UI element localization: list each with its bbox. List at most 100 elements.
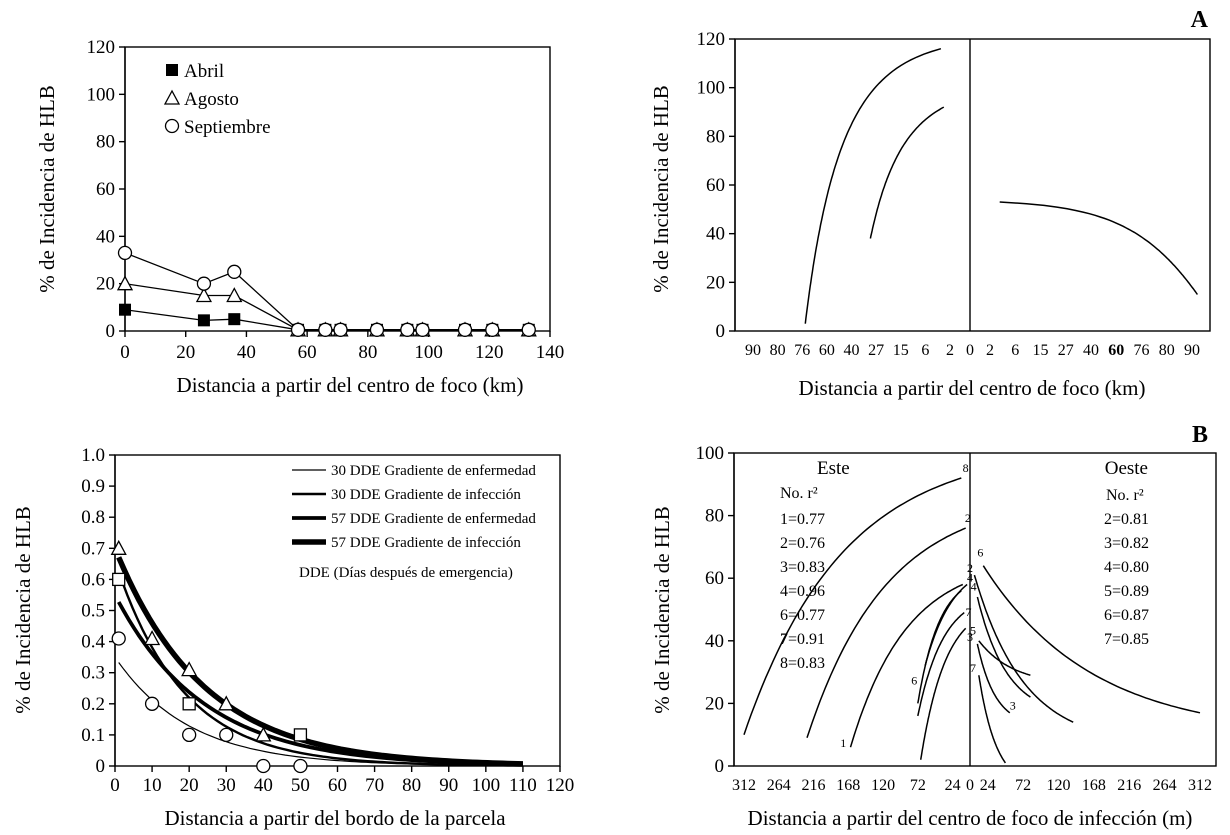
p3-y-axis-label: % de Incidencia de HLB — [11, 506, 35, 714]
panel-incidence-by-month: 0 20 40 60 80 100 120 0 20 40 60 80 100 120 140 Distanc… — [35, 37, 564, 397]
observed-point-triangle-open — [255, 726, 272, 742]
p2-x-tick-label: 6 — [1011, 342, 1019, 359]
p3-y-tick-label: 0.9 — [81, 476, 105, 497]
data-point-septiembre — [227, 264, 242, 279]
p1-x-tick-label: 0 — [120, 342, 130, 363]
p2-x-tick-label: 60 — [1108, 342, 1124, 359]
este-r2-header: No. r² — [780, 485, 818, 502]
data-point-septiembre — [369, 322, 385, 337]
p4-x-tick-label: 312 — [1188, 777, 1212, 794]
p4-y-tick-label: 60 — [705, 568, 724, 589]
este-r2-value: 8=0.83 — [780, 655, 825, 672]
legend-label-agosto: Agosto — [184, 89, 239, 110]
oeste-r2-value: 7=0.85 — [1104, 631, 1149, 648]
observed-point-triangle-open — [181, 661, 198, 677]
p1-y-tick-label: 100 — [87, 84, 116, 105]
oeste-curve — [976, 596, 1031, 698]
curve-number-label: 8 — [963, 461, 969, 475]
curve-number-label: 3 — [1010, 699, 1016, 713]
p4-x-tick-label: 72 — [910, 777, 926, 794]
oeste-r2-value: 2=0.81 — [1104, 511, 1149, 528]
este-curve — [917, 612, 965, 717]
curve-number-label: 4 — [967, 570, 973, 584]
este-r2-value: 3=0.83 — [780, 559, 825, 576]
p3-y-tick-label: 0.2 — [81, 694, 105, 715]
p4-x-axis-label: Distancia a partir del centro de foco de… — [748, 806, 1193, 830]
fit-curve-4 — [116, 556, 524, 767]
p2-x-tick-label: 0 — [966, 342, 974, 359]
observed-point-square-open — [293, 728, 308, 742]
p4-y-tick-label: 80 — [705, 506, 724, 527]
p3-x-tick-label: 100 — [472, 775, 501, 796]
p4-x-tick-label: 24 — [980, 777, 996, 794]
p2-panel-tag: A — [1191, 7, 1209, 33]
curve-number-label: 7 — [970, 661, 976, 675]
data-point-septiembre — [290, 322, 306, 337]
data-point-septiembre — [521, 322, 536, 337]
p4-x-tick-label: 216 — [1117, 777, 1141, 794]
p2-y-tick-label: 120 — [697, 29, 726, 50]
curve-number-label: 5 — [970, 624, 976, 638]
p2-y-axis-label: % de Incidencia de HLB — [649, 85, 673, 293]
p1-y-tick-label: 40 — [96, 226, 115, 247]
p3-x-tick-label: 50 — [291, 775, 310, 796]
este-r2-value: 1=0.77 — [780, 511, 825, 528]
p2-x-tick-label: 80 — [770, 342, 786, 359]
p1-x-axis-label: Distancia a partir del centro de foco (k… — [177, 373, 524, 397]
p3-x-tick-label: 20 — [180, 775, 199, 796]
p3-y-tick-label: 0.5 — [81, 601, 105, 622]
data-point-agosto — [226, 287, 243, 303]
data-point-septiembre — [400, 322, 415, 337]
p2-y-tick-label: 0 — [716, 321, 726, 342]
p2-y-tick-label: 80 — [706, 126, 725, 147]
p1-y-axis-label: % de Incidencia de HLB — [35, 85, 59, 293]
p2-x-tick-label: 40 — [1083, 342, 1099, 359]
este-r2-value: 6=0.77 — [780, 607, 825, 624]
p4-x-tick-label: 168 — [836, 777, 860, 794]
p4-x-tick-label: 120 — [1046, 777, 1070, 794]
p1-x-tick-label: 100 — [414, 342, 443, 363]
legend-label-septiembre: Septiembre — [184, 117, 271, 138]
legend-label-3: 57 DDE Gradiente de enfermedad — [331, 511, 536, 527]
oeste-r2-value: 6=0.87 — [1104, 607, 1149, 624]
oeste-curve — [978, 675, 1007, 764]
p4-x-tick-label: 312 — [732, 777, 756, 794]
data-point-septiembre — [333, 322, 348, 337]
p3-y-tick-label: 0.4 — [81, 632, 105, 653]
data-point-septiembre — [196, 276, 212, 291]
data-point-septiembre — [415, 322, 430, 337]
observed-point-triangle-open — [218, 695, 235, 711]
p2-x-tick-label: 2 — [946, 342, 954, 359]
p1-x-tick-label: 40 — [237, 342, 256, 363]
curve-number-label: 6 — [977, 545, 983, 559]
p4-y-tick-label: 0 — [715, 756, 725, 777]
p3-y-tick-label: 1.0 — [81, 445, 105, 466]
data-point-septiembre — [457, 322, 473, 337]
p2-x-axis-label: Distancia a partir del centro de foco (k… — [799, 376, 1146, 400]
p1-y-tick-label: 20 — [96, 274, 115, 295]
p4-x-tick-label: 216 — [802, 777, 826, 794]
p2-y-tick-label: 40 — [706, 224, 725, 245]
p1-y-tick-label: 80 — [96, 132, 115, 153]
curve-number-label: 2 — [967, 561, 973, 575]
dde-note: DDE (Días después de emergencia) — [299, 565, 513, 581]
p4-x-tick-label: 72 — [1015, 777, 1031, 794]
legend-marker-septiembre — [164, 118, 180, 134]
legend-label-1: 30 DDE Gradiente de enfermedad — [331, 463, 536, 479]
observed-point-triangle-open — [143, 630, 161, 646]
p2-y-tick-label: 60 — [706, 175, 725, 196]
curve-number-label: 2 — [965, 511, 971, 525]
este-curve — [919, 627, 967, 760]
p3-y-tick-label: 0.7 — [81, 538, 105, 559]
legend-label-2: 30 DDE Gradiente de infección — [331, 487, 521, 503]
oeste-curve — [973, 574, 1074, 723]
p4-x-tick-label: 120 — [871, 777, 895, 794]
oeste-title: Oeste — [1105, 458, 1148, 479]
p2-x-tick-label: 76 — [1134, 342, 1150, 359]
este-r2-value: 7=0.91 — [780, 631, 825, 648]
data-point-abril — [119, 303, 131, 316]
fit-curve-3 — [117, 601, 523, 767]
p2-x-tick-label: 40 — [844, 342, 860, 359]
